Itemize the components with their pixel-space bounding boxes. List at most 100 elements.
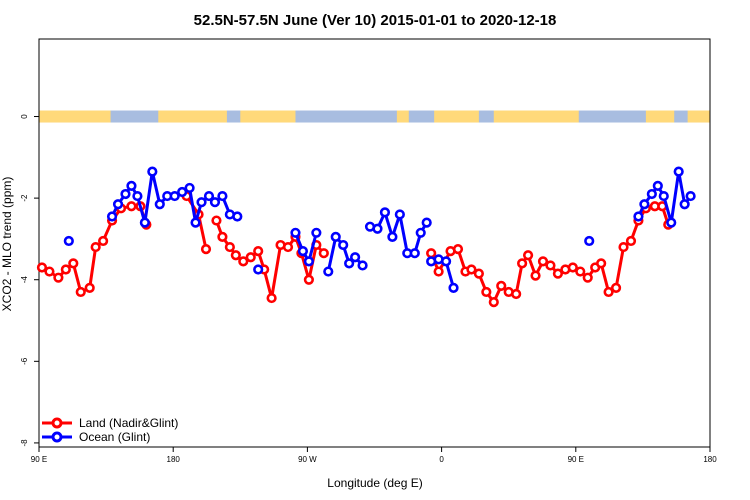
data-point [211,215,222,226]
data-point [63,235,74,247]
data-point [344,258,355,269]
legend-ocean-marker [51,431,63,443]
land-mask-strip [39,110,710,123]
data-point [169,190,180,202]
data-point [415,227,426,238]
data-point [154,199,165,210]
legend-land-label: Land (Nadir&Glint) [79,416,178,430]
series-layer [36,166,696,308]
data-point [303,274,314,285]
data-point [448,282,459,293]
data-point [311,227,322,238]
mask-land-segment [687,110,710,123]
chart-title: 52.5N-57.5N June (Ver 10) 2015-01-01 to … [194,12,557,29]
data-point [679,199,690,210]
data-point [394,209,405,220]
mask-land-segment [645,110,675,123]
data-point [53,272,64,283]
data-point [530,270,541,281]
data-point [120,188,131,200]
x-tick-label: 90 E [31,455,47,464]
data-point [488,297,499,308]
data-point [253,246,264,257]
data-point [318,248,329,259]
data-point [666,217,677,228]
data-point [90,241,101,253]
data-point [209,197,221,208]
y-tick-label: -8 [20,439,29,447]
data-point [338,239,349,251]
data-point [126,201,137,212]
y-tick-label: -4 [20,276,29,284]
data-point [452,244,464,255]
data-point [217,231,228,242]
series-ocean [63,166,696,293]
mask-ocean-band [39,110,710,123]
data-point [68,258,79,269]
mask-land-segment [434,110,479,123]
data-point [596,258,607,269]
data-point [203,190,215,202]
data-point [685,190,696,202]
data-point [36,262,48,273]
data-point [496,280,507,291]
data-point [84,282,95,293]
y-tick-label: -2 [20,194,29,202]
data-point [372,223,383,234]
data-point [537,256,549,267]
x-axis-ticks: 90 E 180 90 W 0 90 E 180 [31,447,717,464]
data-point [253,264,264,275]
data-point [132,190,143,202]
data-point [196,197,207,208]
x-tick-label: 180 [167,455,181,464]
data-point [582,272,593,283]
series-line [294,232,318,263]
x-tick-label: 90 E [568,455,584,464]
data-point [290,227,301,238]
data-point [60,264,71,275]
y-tick-label: 0 [20,114,29,119]
data-point [190,217,201,228]
data-point [673,166,684,177]
mask-land-segment [493,110,579,123]
legend-land-marker [51,417,63,429]
data-point [575,266,586,277]
mask-land-segment [240,110,296,123]
data-point [387,231,398,242]
data-point [323,266,334,277]
data-point [245,252,256,263]
data-point [177,186,188,198]
data-point [232,211,243,222]
data-point [200,244,212,255]
x-tick-label: 0 [439,455,444,464]
data-point [266,292,277,304]
data-point [517,258,528,269]
legend-ocean-label: Ocean (Glint) [79,430,150,444]
data-point [238,256,249,267]
data-point [297,246,309,257]
x-tick-label: 180 [703,455,717,464]
data-point [350,252,361,263]
data-point [139,217,150,228]
mask-land-segment [396,110,409,123]
data-point [106,211,118,222]
data-point [147,166,158,177]
series-land [36,190,674,308]
legend: Land (Nadir&Glint) Ocean (Glint) [42,416,178,444]
data-point [603,286,614,298]
data-point [184,182,195,194]
data-point [584,235,595,247]
data-point [126,180,137,191]
data-point [610,282,622,293]
data-point [481,286,492,298]
data-point [330,231,341,242]
data-point [433,266,444,277]
data-point [522,250,534,261]
x-tick-label: 90 W [298,455,317,464]
data-point [75,286,86,298]
data-point [44,266,55,277]
y-axis-label: XCO2 - MLO trend (ppm) [0,177,14,312]
plot-frame [38,38,711,448]
data-point [658,190,669,202]
